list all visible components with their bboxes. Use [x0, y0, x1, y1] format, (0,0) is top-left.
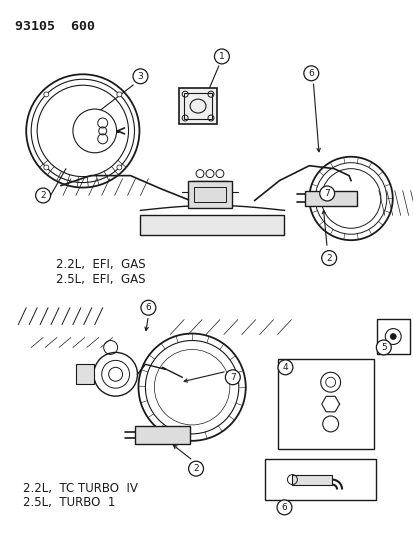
- Text: 6: 6: [145, 303, 151, 312]
- Circle shape: [278, 360, 292, 375]
- Circle shape: [116, 92, 121, 97]
- Text: 2.2L,  EFI,  GAS: 2.2L, EFI, GAS: [56, 258, 145, 271]
- Circle shape: [214, 49, 229, 64]
- Bar: [135, 426, 189, 444]
- Circle shape: [321, 251, 336, 265]
- Circle shape: [276, 500, 291, 515]
- Bar: [277, 359, 373, 449]
- Circle shape: [225, 370, 240, 385]
- Text: 2: 2: [40, 191, 46, 200]
- Bar: [184, 93, 211, 119]
- Text: 6: 6: [281, 503, 287, 512]
- Circle shape: [188, 461, 203, 476]
- Text: 3: 3: [137, 72, 143, 81]
- Text: 2.5L,  TURBO  1: 2.5L, TURBO 1: [23, 496, 115, 510]
- Bar: [305, 190, 356, 206]
- Text: 1: 1: [218, 52, 224, 61]
- Circle shape: [44, 165, 49, 170]
- Text: 4: 4: [282, 363, 287, 372]
- Text: 2.5L,  EFI,  GAS: 2.5L, EFI, GAS: [56, 273, 145, 286]
- Text: 93105  600: 93105 600: [15, 20, 95, 33]
- Bar: [188, 181, 231, 208]
- Bar: [76, 365, 93, 384]
- Circle shape: [389, 334, 395, 340]
- Circle shape: [375, 340, 390, 355]
- Text: 2: 2: [325, 254, 331, 263]
- Bar: [194, 187, 225, 203]
- Circle shape: [44, 92, 49, 97]
- Text: 7: 7: [323, 189, 329, 198]
- Text: 2.2L,  TC TURBO  IV: 2.2L, TC TURBO IV: [23, 481, 138, 495]
- Text: 2: 2: [193, 464, 198, 473]
- Bar: [264, 459, 375, 500]
- Circle shape: [36, 188, 50, 203]
- Bar: [376, 319, 408, 354]
- Circle shape: [319, 186, 334, 201]
- Text: 7: 7: [229, 373, 235, 382]
- Text: 5: 5: [380, 343, 386, 352]
- Circle shape: [116, 165, 121, 170]
- Bar: [140, 215, 284, 235]
- Text: 6: 6: [308, 69, 313, 78]
- Bar: [292, 474, 331, 484]
- Circle shape: [133, 69, 147, 84]
- Bar: [179, 88, 216, 124]
- Circle shape: [140, 300, 155, 315]
- Circle shape: [303, 66, 318, 81]
- Circle shape: [73, 109, 116, 153]
